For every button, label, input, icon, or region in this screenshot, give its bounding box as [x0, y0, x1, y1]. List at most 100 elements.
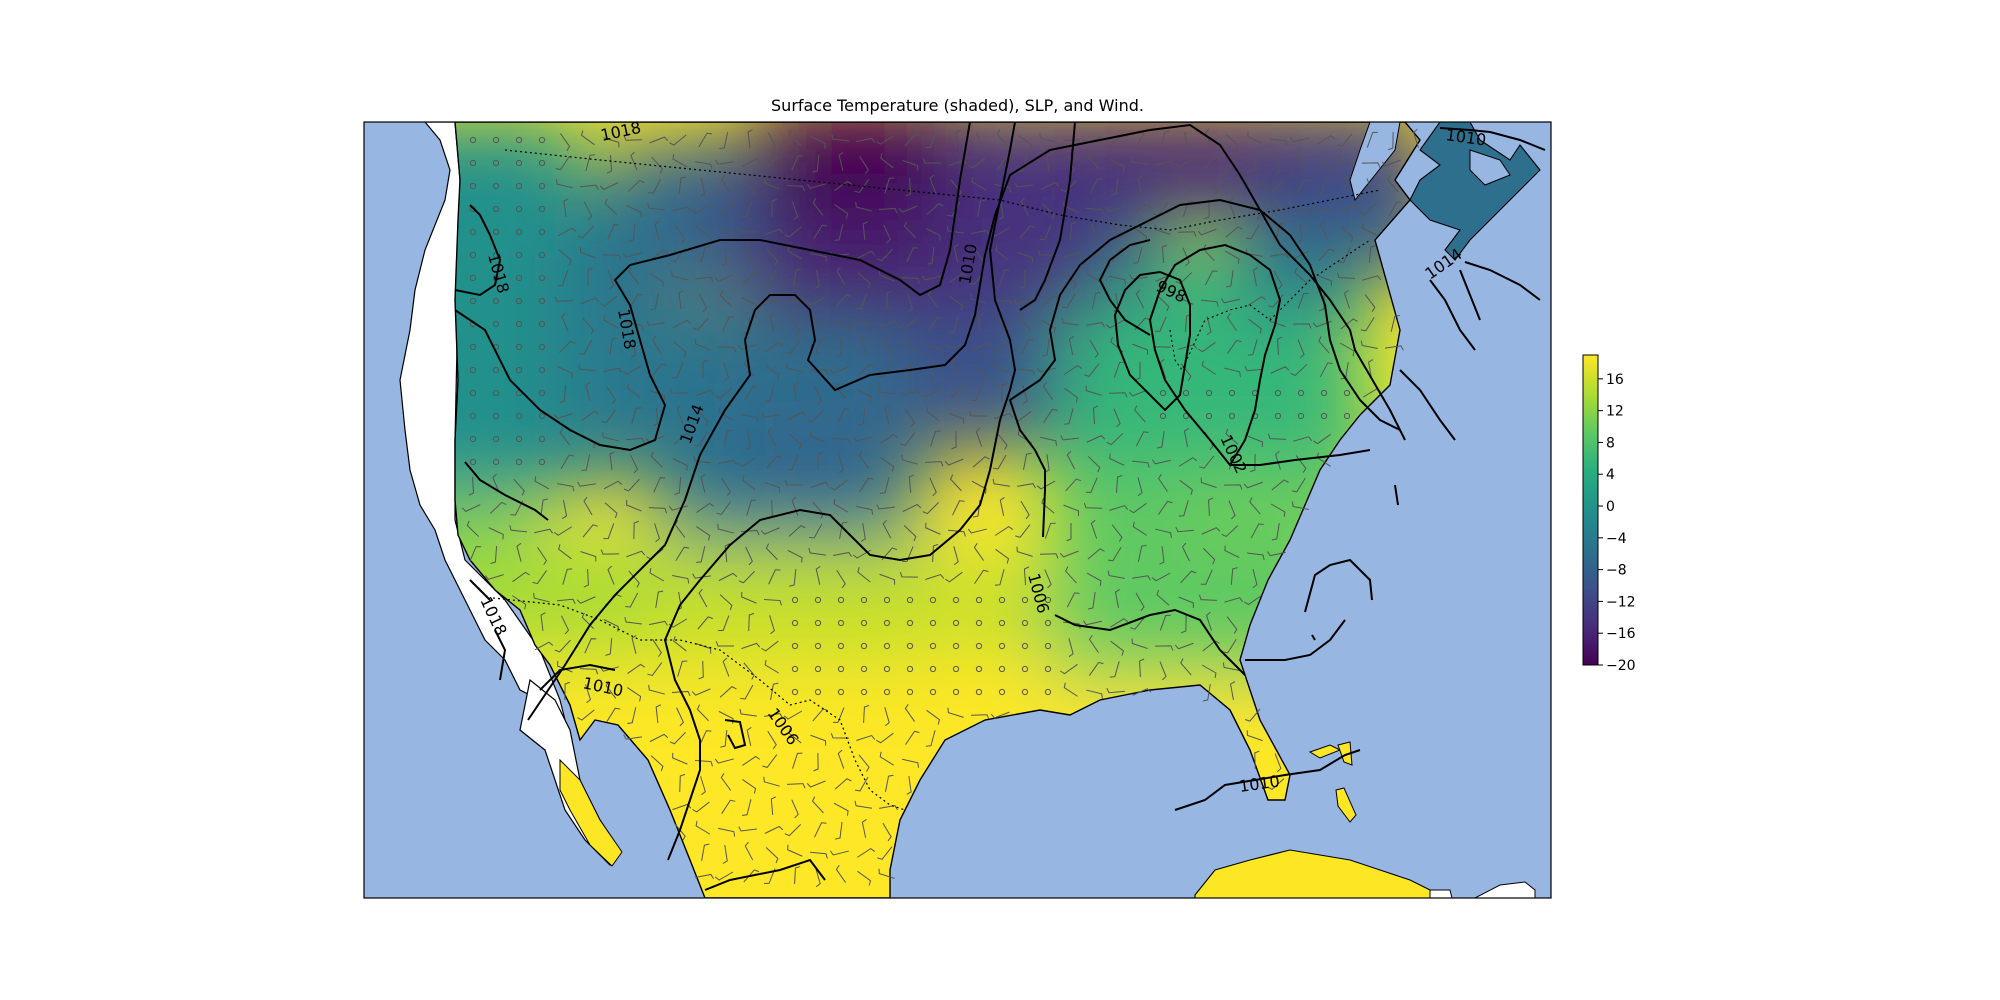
wind-barb — [970, 293, 987, 304]
wind-barb — [837, 749, 845, 769]
wind-barb — [555, 156, 570, 171]
wind-barb — [857, 567, 871, 583]
calm-wind-marker — [492, 435, 500, 443]
wind-barb — [1361, 162, 1381, 168]
wind-barb — [787, 549, 803, 563]
wind-barb — [1178, 500, 1189, 517]
calm-wind-marker — [492, 297, 500, 305]
calm-wind-marker — [1044, 642, 1052, 650]
wind-barb — [970, 385, 983, 401]
wind-barb — [718, 827, 736, 837]
wind-barb — [899, 318, 917, 330]
wind-barb — [994, 361, 1010, 374]
wind-barb — [784, 823, 802, 837]
wind-barb — [1088, 634, 1099, 653]
svg-text:12: 12 — [1606, 404, 1624, 420]
wind-barb — [829, 366, 849, 374]
wind-barb — [741, 591, 757, 604]
wind-barb — [1044, 266, 1052, 286]
wind-barb — [1065, 566, 1077, 584]
wind-barb — [557, 366, 573, 379]
wind-barb — [1064, 387, 1079, 403]
wind-barb — [649, 620, 668, 626]
calm-wind-marker — [1205, 389, 1213, 397]
wind-barb — [1247, 339, 1258, 356]
wind-barb — [1086, 435, 1106, 443]
wind-barb — [1200, 569, 1213, 585]
wind-barb — [1275, 155, 1281, 175]
wind-barb — [585, 684, 592, 704]
calm-wind-marker — [906, 619, 914, 627]
wind-barb — [649, 136, 669, 144]
wind-barb — [1159, 545, 1165, 565]
wind-barb — [838, 454, 844, 474]
wind-barb — [1107, 546, 1122, 562]
wind-barb — [806, 183, 826, 189]
calm-wind-marker — [538, 274, 546, 282]
calm-wind-marker — [1228, 412, 1236, 420]
wind-barb — [1230, 681, 1236, 700]
wind-barb — [468, 476, 475, 496]
wind-barb — [1204, 201, 1210, 220]
wind-barb — [788, 728, 802, 744]
wind-barb — [723, 362, 730, 382]
isobar-atlantic — [1459, 269, 1481, 321]
wind-barb — [1318, 248, 1335, 262]
calm-wind-marker — [1228, 389, 1236, 397]
wind-barb — [1230, 567, 1238, 586]
wind-barb — [834, 778, 852, 790]
wind-barb — [655, 704, 661, 724]
wind-barb — [859, 156, 869, 175]
wind-barb — [516, 542, 522, 562]
calm-wind-marker — [469, 251, 477, 259]
calm-wind-marker — [814, 665, 822, 673]
wind-barb — [540, 498, 549, 516]
wind-barb — [1202, 640, 1220, 652]
maritime-canada — [1409, 122, 1541, 261]
wind-barb — [1200, 477, 1217, 488]
wind-barb — [603, 367, 623, 373]
wind-barb — [810, 430, 826, 443]
wind-barb — [769, 615, 775, 635]
wind-barb — [902, 159, 919, 171]
wind-barb — [1202, 547, 1216, 565]
isobar-pacific-2 — [469, 579, 491, 601]
wind-barb — [1180, 658, 1192, 676]
wind-barb — [1381, 159, 1401, 167]
wind-barb — [1020, 197, 1030, 217]
wind-barb — [1360, 316, 1375, 332]
calm-wind-marker — [538, 458, 546, 466]
wind-barb — [886, 290, 893, 310]
wind-barb — [1274, 450, 1281, 470]
wind-barb — [603, 315, 619, 329]
wind-barb — [650, 293, 660, 311]
wind-barb — [901, 454, 918, 465]
wind-barb — [952, 500, 965, 516]
wind-barb — [738, 826, 758, 832]
wind-barb — [695, 820, 711, 835]
wind-barb — [1291, 501, 1309, 511]
calm-wind-marker — [1159, 389, 1167, 397]
wind-barb — [971, 480, 987, 494]
svg-text:−8: −8 — [1606, 563, 1627, 579]
wind-barb — [696, 502, 714, 513]
calm-wind-marker — [998, 619, 1006, 627]
wind-barb — [856, 388, 872, 402]
wind-barb — [630, 151, 638, 171]
colorbar-tick: −4 — [1598, 531, 1627, 547]
wind-barb — [692, 801, 710, 813]
wind-barb — [921, 388, 941, 398]
wind-barb — [1160, 130, 1170, 148]
wind-barb — [928, 316, 943, 331]
calm-wind-marker — [883, 596, 891, 604]
calm-wind-marker — [515, 435, 523, 443]
wind-barb — [580, 297, 600, 305]
wind-barb — [1178, 596, 1194, 609]
wind-barb — [967, 528, 987, 534]
calm-wind-marker — [952, 688, 960, 696]
wind-barb — [1159, 358, 1167, 378]
wind-barb — [767, 427, 777, 447]
wind-barb — [835, 865, 846, 883]
wind-barb — [702, 359, 709, 379]
wind-barb — [1269, 138, 1288, 146]
